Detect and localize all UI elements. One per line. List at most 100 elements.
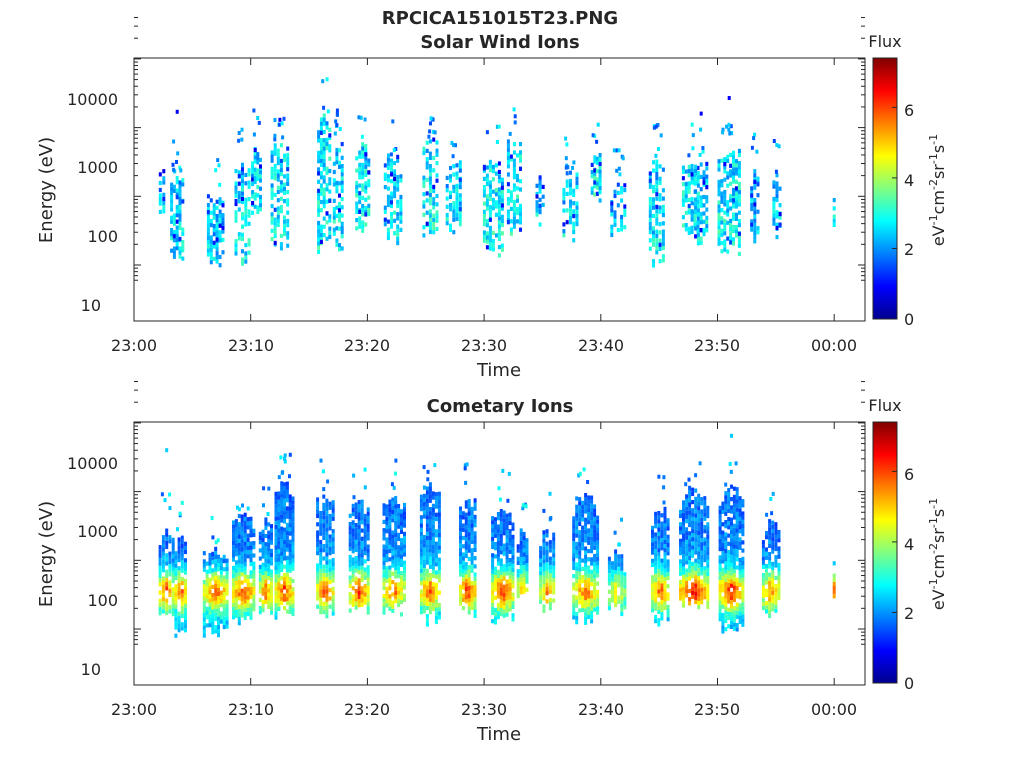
spectrogram-cell — [778, 215, 782, 220]
spectrogram-cell — [717, 167, 721, 172]
spectrogram-cell — [777, 571, 781, 576]
spectrogram-cell — [648, 217, 652, 222]
spectrogram-cell — [511, 567, 515, 572]
spectrogram-cell — [325, 577, 329, 582]
spectrogram-cell — [174, 571, 178, 576]
spectrogram-cell — [366, 548, 370, 553]
spectrogram-cell — [491, 516, 495, 521]
spectrogram-cell — [718, 563, 722, 568]
spectrogram-cell — [700, 550, 704, 555]
spectrogram-cell — [286, 173, 290, 178]
spectrogram-cell — [211, 535, 215, 540]
spectrogram-cell — [666, 526, 670, 531]
spectrogram-cell — [593, 586, 597, 592]
spectrogram-cell — [511, 559, 515, 564]
spectrogram-cell — [325, 601, 329, 606]
spectrogram-cell — [274, 528, 278, 534]
spectrogram-cell — [584, 591, 588, 597]
spectrogram-cell — [721, 534, 725, 539]
spectrogram-cell — [388, 565, 392, 570]
spectrogram-cell — [694, 205, 698, 210]
spectrogram-cell — [325, 77, 329, 82]
spectrogram-cell — [202, 584, 206, 589]
spectrogram-cell — [403, 585, 406, 590]
spectrogram-cell — [208, 594, 212, 599]
spectrogram-cell — [505, 554, 509, 560]
spectrogram-cell — [422, 535, 426, 540]
spectrogram-cell — [172, 139, 176, 144]
spectrogram-cell — [496, 524, 500, 529]
spectrogram-cell — [552, 590, 556, 595]
spectrogram-cell — [394, 516, 398, 521]
spectrogram-cell — [449, 227, 452, 232]
spectrogram-cell — [726, 200, 730, 205]
spectrogram-cell — [434, 591, 438, 596]
spectrogram-cell — [351, 578, 355, 583]
spectrogram-cell — [363, 542, 367, 547]
spectrogram-cell — [363, 567, 367, 572]
spectrogram-cell — [366, 536, 370, 541]
spectrogram-cell — [775, 214, 779, 219]
spectrogram-cell — [499, 517, 503, 522]
spectrogram-cell — [721, 567, 725, 572]
spectrogram-cell — [222, 591, 226, 597]
spectrogram-cell — [270, 195, 274, 200]
spectrogram-cell — [654, 594, 658, 599]
spectrogram-cell — [548, 544, 552, 549]
spectrogram-cell — [246, 607, 250, 612]
spectrogram-cell — [165, 573, 169, 578]
spectrogram-cell — [572, 594, 576, 599]
spectrogram-cell — [663, 506, 667, 511]
spectrogram-cell — [720, 220, 724, 225]
spectrogram-cell — [470, 506, 474, 511]
spectrogram-cell — [470, 548, 474, 553]
spectrogram-cell — [288, 498, 292, 503]
spectrogram-cell — [325, 183, 329, 188]
spectrogram-cell — [316, 522, 320, 527]
spectrogram-cell — [771, 520, 775, 525]
spectrogram-cell — [332, 227, 336, 232]
spectrogram-cell — [658, 205, 662, 210]
spectrogram-cell — [485, 206, 489, 211]
spectrogram-cell — [753, 202, 757, 207]
spectrogram-cell — [655, 171, 659, 177]
spectrogram-cell — [435, 218, 439, 223]
spectrogram-cell — [363, 485, 367, 490]
spectrogram-cell — [221, 213, 225, 218]
spectrogram-cell — [718, 592, 722, 597]
spectrogram-cell — [360, 569, 364, 574]
spectrogram-cell — [219, 561, 223, 566]
spectrogram-cell — [690, 172, 694, 177]
spectrogram-cell — [614, 565, 618, 571]
spectrogram-cell — [283, 548, 286, 553]
spectrogram-cell — [449, 223, 452, 228]
spectrogram-cell — [499, 579, 503, 584]
spectrogram-cell — [732, 610, 736, 615]
spectrogram-cell — [590, 503, 594, 508]
spectrogram-cell — [422, 596, 426, 601]
spectrogram-cell — [264, 550, 268, 555]
spectrogram-cell — [690, 209, 694, 214]
spectrogram-cell — [688, 539, 692, 544]
spectrogram-cell — [607, 602, 611, 607]
spectrogram-cell — [464, 586, 468, 591]
spectrogram-cell — [724, 573, 728, 578]
spectrogram-cell — [234, 585, 238, 590]
spectrogram-cell — [391, 514, 395, 519]
spectrogram-cell — [702, 177, 706, 182]
spectrogram-cell — [494, 595, 497, 600]
spectrogram-cell — [696, 171, 700, 176]
spectrogram-cell — [218, 182, 222, 187]
spectrogram-cell — [178, 511, 182, 516]
spectrogram-cell — [428, 531, 432, 536]
spectrogram-cell — [214, 625, 218, 630]
spectrogram-cell — [184, 603, 187, 608]
spectrogram-cell — [288, 589, 292, 594]
spectrogram-cell — [721, 130, 725, 135]
spectrogram-cell — [171, 579, 175, 584]
spectrogram-cell — [291, 541, 295, 547]
spectrogram-cell — [316, 530, 320, 535]
spectrogram-cell — [688, 551, 692, 556]
spectrogram-cell — [467, 503, 471, 508]
spectrogram-cell — [366, 581, 370, 586]
